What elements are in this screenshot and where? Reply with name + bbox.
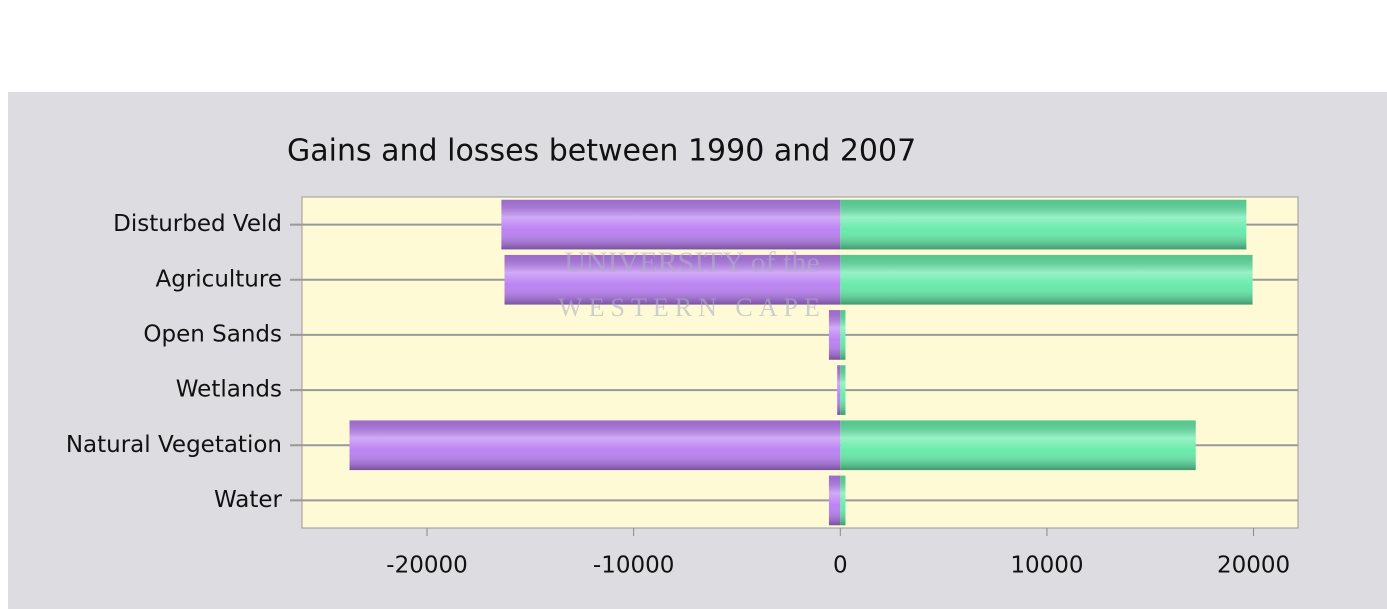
y-tick-label: Open Sands — [143, 321, 282, 347]
bar-shade — [840, 254, 1253, 305]
watermark: UNIVERSITY of the — [564, 246, 820, 279]
bar-shade — [501, 199, 841, 250]
bar-shade — [504, 254, 841, 305]
x-tick-label: 10000 — [1010, 553, 1083, 579]
bar-shade — [840, 365, 846, 415]
x-tick-label: 20000 — [1217, 553, 1290, 579]
y-tick-label: Wetlands — [176, 377, 282, 403]
watermark: WESTERN CAPE — [558, 293, 826, 322]
y-tick-label: Water — [214, 487, 283, 513]
bar-shade — [828, 310, 841, 360]
bar-shade — [840, 310, 846, 360]
bar-shade — [840, 199, 1247, 250]
y-tick-label: Agriculture — [156, 266, 283, 292]
x-tick-label: 0 — [833, 553, 848, 579]
x-tick-label: -10000 — [593, 553, 674, 579]
bar-shade — [840, 420, 1196, 471]
x-tick-label: -20000 — [386, 553, 467, 579]
bar-shade — [349, 420, 841, 471]
bar-shade — [828, 475, 841, 526]
bar-shade — [840, 475, 846, 526]
y-tick-label: Natural Vegetation — [66, 432, 282, 458]
y-tick-label: Disturbed Veld — [113, 211, 282, 237]
bar-shade — [837, 365, 841, 415]
chart-title: Gains and losses between 1990 and 2007 — [287, 134, 916, 169]
plot-area — [301, 196, 1299, 529]
